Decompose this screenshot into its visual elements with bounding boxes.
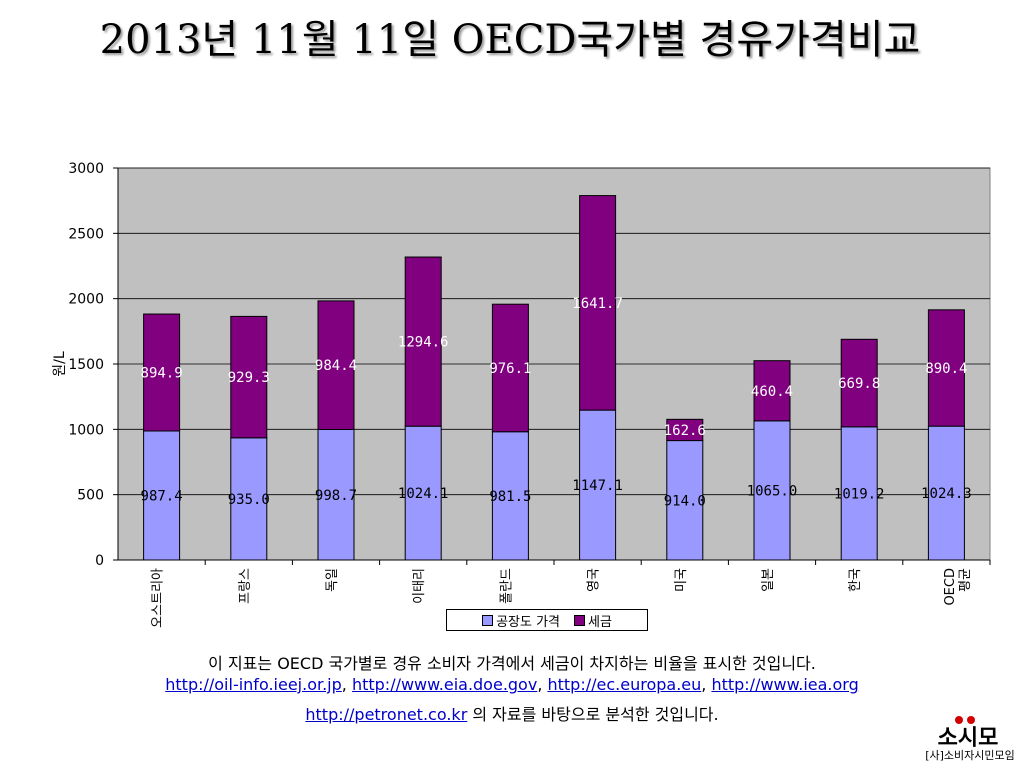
x-tick-label: 영국 (587, 568, 602, 592)
bar-factory-price (317, 429, 355, 561)
data-label-tax: 894.9 (141, 366, 183, 382)
y-axis-label: 원/L (52, 351, 68, 377)
data-label-factory: 998.7 (315, 488, 357, 504)
data-label-tax: 669.8 (838, 376, 880, 392)
x-tick-label-line: 영국 (587, 568, 602, 592)
data-label-factory: 935.0 (228, 492, 270, 508)
y-tick-label: 1000 (68, 422, 104, 438)
data-label-factory: 914.0 (664, 493, 706, 509)
data-label-tax: 1294.6 (398, 335, 449, 351)
link-separator: , (341, 675, 352, 694)
source-link-ieej[interactable]: http://oil-info.ieej.or.jp (165, 675, 342, 694)
data-label-factory: 987.4 (141, 488, 183, 504)
data-label-tax: 1641.7 (572, 296, 623, 312)
data-label-tax: 162.6 (664, 423, 706, 439)
bar-tax (927, 309, 965, 427)
x-tick-label: 이태리 (412, 568, 427, 604)
data-label-tax: 460.4 (751, 384, 793, 400)
data-label-tax: 984.4 (315, 358, 357, 374)
bar-tax (317, 300, 355, 431)
data-label-tax: 976.1 (489, 361, 531, 377)
legend-swatch-factory (482, 614, 494, 626)
data-label-tax: 929.3 (228, 370, 270, 386)
x-tick-label: 미국 (674, 568, 689, 592)
bar-tax (753, 360, 791, 422)
x-tick-label-line: 폴란드 (499, 568, 514, 604)
y-tick-label: 2500 (68, 226, 104, 242)
bar-tax (579, 195, 617, 411)
legend-item-tax: 세금 (574, 611, 612, 630)
footer-suffix: 의 자료를 바탕으로 분석한 것입니다. (467, 705, 719, 724)
x-tick-label: 오스트리아 (151, 568, 166, 628)
bar-factory-price (404, 425, 442, 561)
x-tick-label-line: 미국 (674, 568, 689, 592)
source-link-petronet[interactable]: http://petronet.co.kr (305, 705, 468, 724)
x-tick-label: 폴란드 (499, 568, 514, 604)
data-label-tax: 890.4 (925, 361, 967, 377)
bar-tax (143, 313, 181, 432)
source-link-europa[interactable]: http://ec.europa.eu (547, 675, 702, 694)
bar-tax (491, 303, 529, 433)
y-tick-label: 500 (77, 488, 104, 504)
bar-tax (404, 256, 442, 427)
bar-tax (666, 418, 704, 442)
x-tick-label-line: 일본 (761, 568, 776, 592)
x-tick-label-line: 한국 (848, 568, 863, 592)
legend: 공장도 가격 세금 (446, 609, 648, 631)
stacked-bar-chart: 0 500 1000 1500 2000 2500 3000 원/L 987.4 894.9 오스트… (52, 161, 991, 628)
x-tick-label-line: OECD (943, 568, 958, 606)
x-tick-label: OECD평균 (943, 568, 973, 606)
y-tick-label: 0 (95, 553, 104, 569)
x-tick-label-line: 오스트리아 (151, 568, 166, 628)
source-link-iea[interactable]: http://www.iea.org (711, 675, 859, 694)
y-tick-label: 2000 (68, 292, 104, 308)
data-label-factory: 1019.2 (834, 486, 885, 502)
footer-sources: http://oil-info.ieej.or.jp, http://www.e… (0, 675, 1024, 694)
link-separator: , (537, 675, 548, 694)
bar-factory-price (753, 420, 791, 561)
footer-description: 이 지표는 OECD 국가별로 경유 소비자 가격에서 세금이 차지하는 비율을… (208, 654, 816, 673)
legend-item-factory: 공장도 가격 (482, 611, 560, 630)
data-label-factory: 1024.1 (398, 486, 449, 502)
data-label-factory: 1147.1 (572, 478, 623, 494)
x-tick-label: 독일 (325, 568, 340, 592)
x-tick-label-line: 이태리 (412, 568, 427, 604)
bar-factory-price (230, 437, 268, 561)
x-tick-label: 프랑스 (238, 568, 253, 604)
legend-swatch-tax (574, 614, 585, 626)
chart-title: 2013년 11월 11일 OECD국가별 경유가격비교 (99, 17, 921, 63)
data-label-factory: 1065.0 (747, 483, 798, 499)
legend-label-tax: 세금 (588, 614, 612, 630)
x-tick-label-line: 평균 (958, 568, 973, 592)
data-label-factory: 981.5 (489, 489, 531, 505)
x-tick-label-line: 프랑스 (238, 568, 253, 604)
link-separator: , (701, 675, 712, 694)
logo-mark: 소시모 (938, 726, 999, 751)
source-link-eia[interactable]: http://www.eia.doe.gov (351, 675, 538, 694)
x-tick-label-line: 독일 (325, 568, 340, 592)
org-name: [사]소비자시민모임 (925, 749, 1015, 762)
x-tick-label: 일본 (761, 568, 776, 592)
x-tick-label: 한국 (848, 568, 863, 592)
footer-analysis-note: http://petronet.co.kr 의 자료를 바탕으로 분석한 것입니… (0, 701, 1024, 725)
y-tick-label: 1500 (68, 357, 104, 373)
y-tick-label: 3000 (68, 161, 104, 177)
bar-tax (230, 315, 268, 439)
data-label-factory: 1024.3 (921, 486, 972, 502)
bar-tax (840, 338, 878, 428)
legend-label-factory: 공장도 가격 (496, 614, 560, 630)
bar-factory-price (927, 425, 965, 561)
org-logo-icon: 소시모 (938, 716, 999, 751)
